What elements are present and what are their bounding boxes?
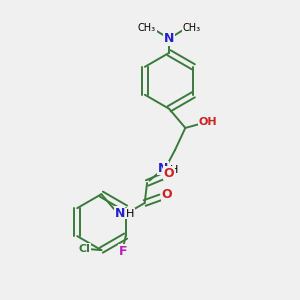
Text: N: N (115, 207, 125, 220)
Text: CH₃: CH₃ (138, 22, 156, 32)
Text: H: H (126, 208, 134, 219)
Text: O: O (161, 188, 172, 201)
Text: CH₃: CH₃ (182, 22, 200, 32)
Text: N: N (164, 32, 174, 45)
Text: Cl: Cl (78, 244, 90, 254)
Text: H: H (170, 165, 178, 175)
Text: N: N (158, 162, 168, 175)
Text: OH: OH (198, 117, 217, 127)
Text: F: F (118, 245, 127, 258)
Text: O: O (164, 167, 175, 180)
